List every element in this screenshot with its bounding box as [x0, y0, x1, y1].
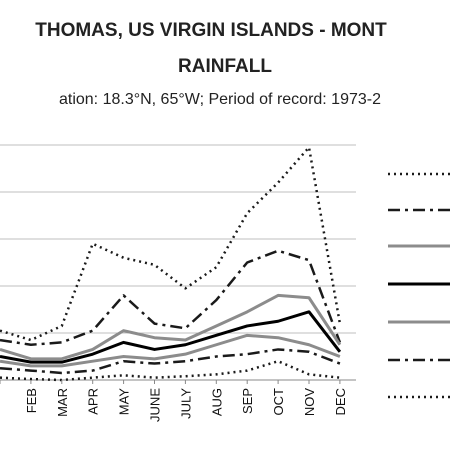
series-line-6 — [0, 348, 341, 375]
x-tick-label: OCT — [271, 388, 286, 416]
chart-subtitle: ation: 18.3°N, 65°W; Period of record: 1… — [58, 91, 381, 108]
x-tick-label: NOV — [302, 388, 317, 417]
series-line-1 — [0, 146, 342, 342]
x-tick-label: MAY — [117, 388, 132, 416]
x-tick-label: DEC — [333, 388, 348, 415]
legend — [388, 172, 450, 399]
chart-title-line2: RAINFALL — [178, 56, 272, 77]
series-line-5 — [0, 333, 341, 368]
series-line-2 — [0, 249, 342, 346]
series-lines — [0, 146, 342, 382]
series-line-3 — [0, 293, 342, 361]
x-tick-label: AUG — [209, 388, 224, 416]
x-tick-label: APR — [86, 388, 101, 415]
gridlines — [0, 144, 356, 381]
x-tick-label: SEP — [240, 388, 255, 414]
x-tick-label: MAR — [55, 388, 70, 417]
x-axis: FEB MAR APR MAY JUNE JULY AUG SEP OCT NOV DEC — [0, 380, 348, 422]
series-line-4 — [0, 310, 342, 364]
chart-title: THOMAS, US VIRGIN ISLANDS - MONT — [35, 20, 387, 41]
x-tick-label: JUNE — [148, 388, 163, 422]
x-tick-label: JULY — [178, 388, 193, 419]
x-tick-label: FEB — [24, 388, 39, 413]
series-line-7 — [0, 359, 341, 382]
